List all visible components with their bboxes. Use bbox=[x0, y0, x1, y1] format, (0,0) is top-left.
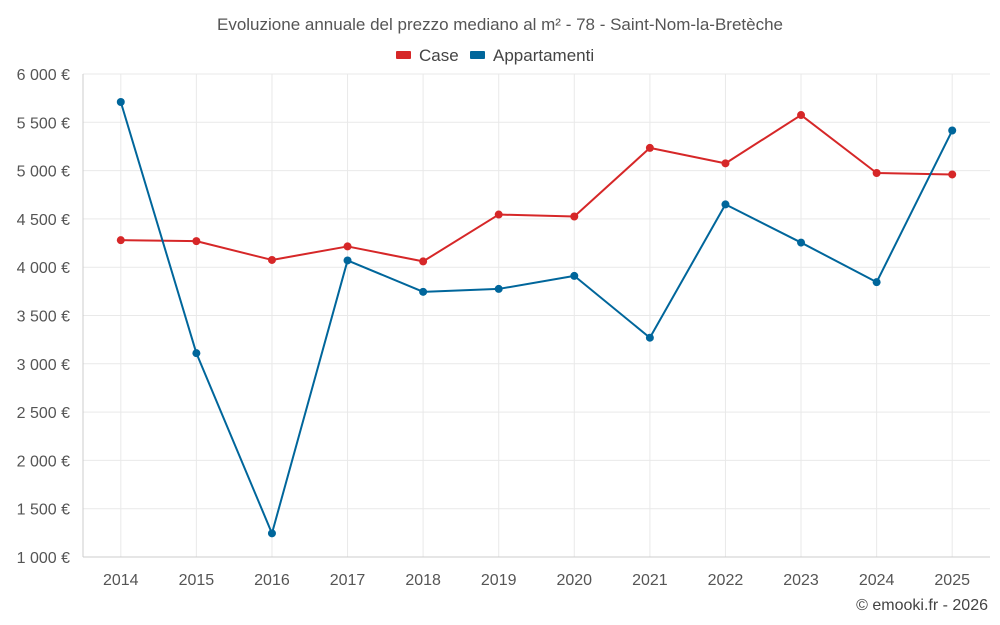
y-tick-label: 1 500 € bbox=[17, 502, 70, 519]
credit: © emooki.fr - 2026 bbox=[856, 597, 988, 614]
point-appartamenti-2025[interactable] bbox=[948, 126, 957, 135]
x-tick-label: 2024 bbox=[859, 572, 895, 589]
point-case-2021[interactable] bbox=[645, 143, 654, 152]
y-tick-label: 5 000 € bbox=[17, 164, 70, 181]
point-appartamenti-2021[interactable] bbox=[645, 333, 654, 342]
x-tick-label: 2018 bbox=[405, 572, 441, 589]
legend-swatch-appartamenti bbox=[470, 51, 485, 59]
x-tick-label: 2017 bbox=[330, 572, 366, 589]
legend-swatch-case bbox=[396, 51, 411, 59]
series-line-appartamenti bbox=[119, 101, 954, 535]
legend-label-case: Case bbox=[419, 46, 459, 65]
point-appartamenti-2015[interactable] bbox=[192, 349, 201, 358]
point-appartamenti-2014[interactable] bbox=[116, 98, 125, 107]
x-tick-label: 2025 bbox=[934, 572, 970, 589]
series-layer bbox=[116, 98, 957, 538]
y-tick-label: 3 500 € bbox=[17, 309, 70, 326]
x-tick-label: 2021 bbox=[632, 572, 668, 589]
x-tick-label: 2022 bbox=[708, 572, 744, 589]
y-tick-label: 2 500 € bbox=[17, 405, 70, 422]
y-tick-label: 3 000 € bbox=[17, 357, 70, 374]
legend-item-case[interactable]: Case bbox=[396, 46, 459, 65]
point-case-2017[interactable] bbox=[343, 242, 352, 251]
point-case-2024[interactable] bbox=[872, 169, 881, 178]
point-appartamenti-2022[interactable] bbox=[721, 200, 730, 209]
x-tick-label: 2020 bbox=[556, 572, 592, 589]
x-tick-label: 2015 bbox=[179, 572, 215, 589]
chart-title: Evoluzione annuale del prezzo mediano al… bbox=[217, 15, 783, 34]
point-appartamenti-2016[interactable] bbox=[267, 529, 276, 538]
legend: Case Appartamenti bbox=[396, 46, 594, 65]
x-tick-label: 2023 bbox=[783, 572, 819, 589]
legend-item-appartamenti[interactable]: Appartamenti bbox=[470, 46, 594, 65]
point-case-2016[interactable] bbox=[267, 255, 276, 264]
y-tick-label: 1 000 € bbox=[17, 550, 70, 567]
point-appartamenti-2019[interactable] bbox=[494, 284, 503, 293]
x-tick-label: 2016 bbox=[254, 572, 290, 589]
point-case-2018[interactable] bbox=[419, 257, 428, 266]
point-case-2020[interactable] bbox=[570, 212, 579, 221]
point-case-2019[interactable] bbox=[494, 210, 503, 219]
x-tick-label: 2014 bbox=[103, 572, 139, 589]
point-appartamenti-2018[interactable] bbox=[419, 287, 428, 296]
y-axis-ticks: 1 000 € 1 500 € 2 000 € 2 500 € 3 000 € 3 500… bbox=[17, 67, 70, 567]
y-tick-label: 4 500 € bbox=[17, 212, 70, 229]
point-appartamenti-2024[interactable] bbox=[872, 278, 881, 287]
y-tick-label: 2 000 € bbox=[17, 453, 70, 470]
y-tick-label: 4 000 € bbox=[17, 260, 70, 277]
point-appartamenti-2020[interactable] bbox=[570, 271, 579, 280]
point-case-2023[interactable] bbox=[797, 111, 806, 120]
point-case-2025[interactable] bbox=[948, 170, 957, 179]
y-tick-label: 6 000 € bbox=[17, 67, 70, 84]
gridlines bbox=[82, 73, 990, 558]
point-case-2022[interactable] bbox=[721, 159, 730, 168]
point-case-2015[interactable] bbox=[192, 237, 201, 246]
x-axis-ticks: 2014 2015 2016 2017 2018 2019 2020 2021 2022 2023… bbox=[103, 572, 970, 589]
y-tick-label: 5 500 € bbox=[17, 115, 70, 132]
point-appartamenti-2023[interactable] bbox=[797, 238, 806, 247]
series-line-case bbox=[120, 114, 953, 263]
legend-label-appartamenti: Appartamenti bbox=[493, 46, 594, 65]
point-case-2014[interactable] bbox=[116, 236, 125, 245]
x-tick-label: 2019 bbox=[481, 572, 517, 589]
point-appartamenti-2017[interactable] bbox=[343, 256, 352, 265]
